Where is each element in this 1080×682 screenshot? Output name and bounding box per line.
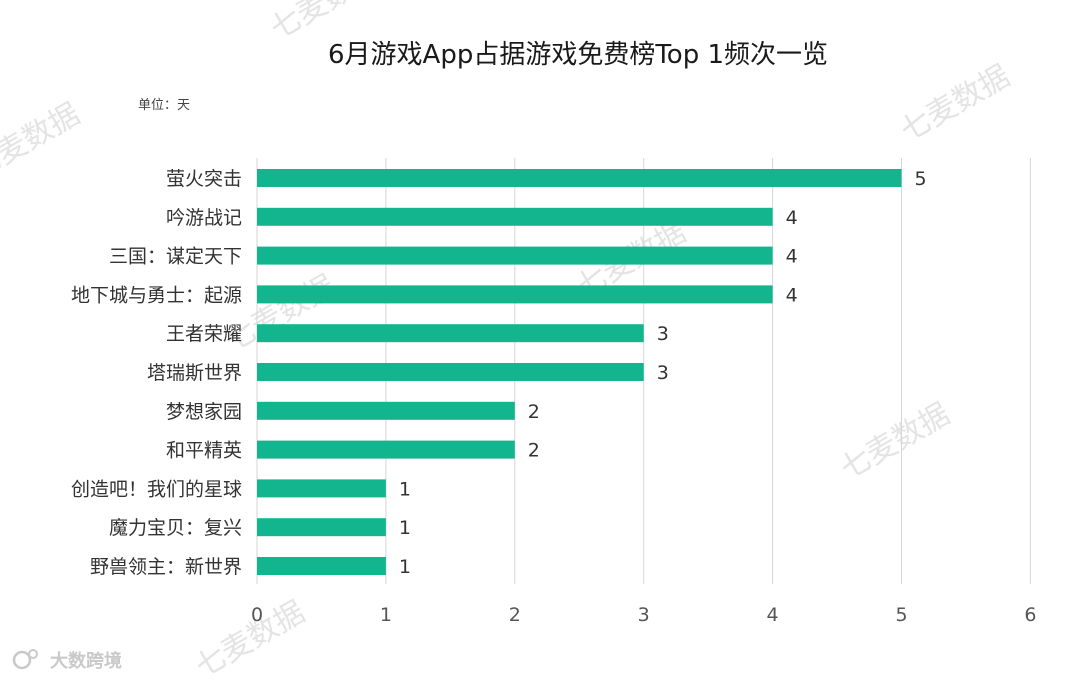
x-tick-label: 6 xyxy=(1024,604,1036,626)
x-tick-label: 1 xyxy=(380,604,392,626)
value-label: 1 xyxy=(399,517,411,539)
bar xyxy=(257,440,515,459)
watermark-text: 七麦数据 xyxy=(220,269,341,359)
value-label: 1 xyxy=(399,556,411,578)
value-label: 4 xyxy=(786,246,798,268)
bar xyxy=(257,401,515,420)
x-tick-label: 3 xyxy=(638,604,650,626)
x-axis-ticks: 0 1 2 3 4 5 6 xyxy=(251,604,1036,626)
value-label: 1 xyxy=(399,478,411,500)
x-tick-label: 5 xyxy=(895,604,907,626)
bar xyxy=(257,363,644,381)
bar xyxy=(257,207,773,226)
brand-text: 大数跨境 xyxy=(50,650,122,672)
category-label: 和平精英 xyxy=(166,440,242,462)
category-label: 创造吧！我们的星球 xyxy=(71,478,242,500)
category-label: 野兽领主：新世界 xyxy=(90,556,242,578)
bar xyxy=(257,246,773,265)
watermark-text: 七麦数据 xyxy=(835,397,956,487)
x-tick-label: 2 xyxy=(509,604,521,626)
x-tick-label: 4 xyxy=(767,604,779,626)
chart-title: 6月游戏App占据游戏免费榜Top 1频次一览 xyxy=(328,40,828,70)
bar xyxy=(257,518,386,537)
value-label: 4 xyxy=(786,207,798,229)
category-label: 王者荣耀 xyxy=(166,323,242,345)
watermark-text: 七麦数据 xyxy=(895,59,1016,149)
category-label: 三国：谋定天下 xyxy=(109,246,242,268)
bars: 5 4 4 4 3 3 2 2 1 1 1 xyxy=(257,168,927,578)
bar xyxy=(257,169,902,187)
brand-logo: 大数跨境 xyxy=(12,649,122,672)
value-label: 4 xyxy=(786,284,798,306)
value-label: 2 xyxy=(528,440,540,462)
x-tick-label: 0 xyxy=(251,604,263,626)
category-label: 魔力宝贝：复兴 xyxy=(109,517,242,539)
bar xyxy=(257,324,644,343)
value-label: 5 xyxy=(915,168,927,190)
value-label: 3 xyxy=(657,323,669,345)
category-label: 地下城与勇士：起源 xyxy=(71,284,242,306)
category-label: 萤火突击 xyxy=(166,168,242,190)
brand-icon xyxy=(12,650,32,670)
value-label: 2 xyxy=(528,401,540,423)
brand-icon-dot xyxy=(28,649,38,659)
bar xyxy=(257,479,386,498)
bar xyxy=(257,557,386,575)
category-label: 梦想家园 xyxy=(166,401,242,423)
category-label: 塔瑞斯世界 xyxy=(147,362,242,384)
unit-label: 单位：天 xyxy=(138,98,190,113)
category-labels: 萤火突击吟游战记三国：谋定天下地下城与勇士：起源王者荣耀塔瑞斯世界梦想家园和平精… xyxy=(71,168,242,578)
watermark-text: 七麦数据 xyxy=(0,97,86,187)
bar xyxy=(257,285,773,304)
category-label: 吟游战记 xyxy=(166,207,242,229)
value-label: 3 xyxy=(657,362,669,384)
